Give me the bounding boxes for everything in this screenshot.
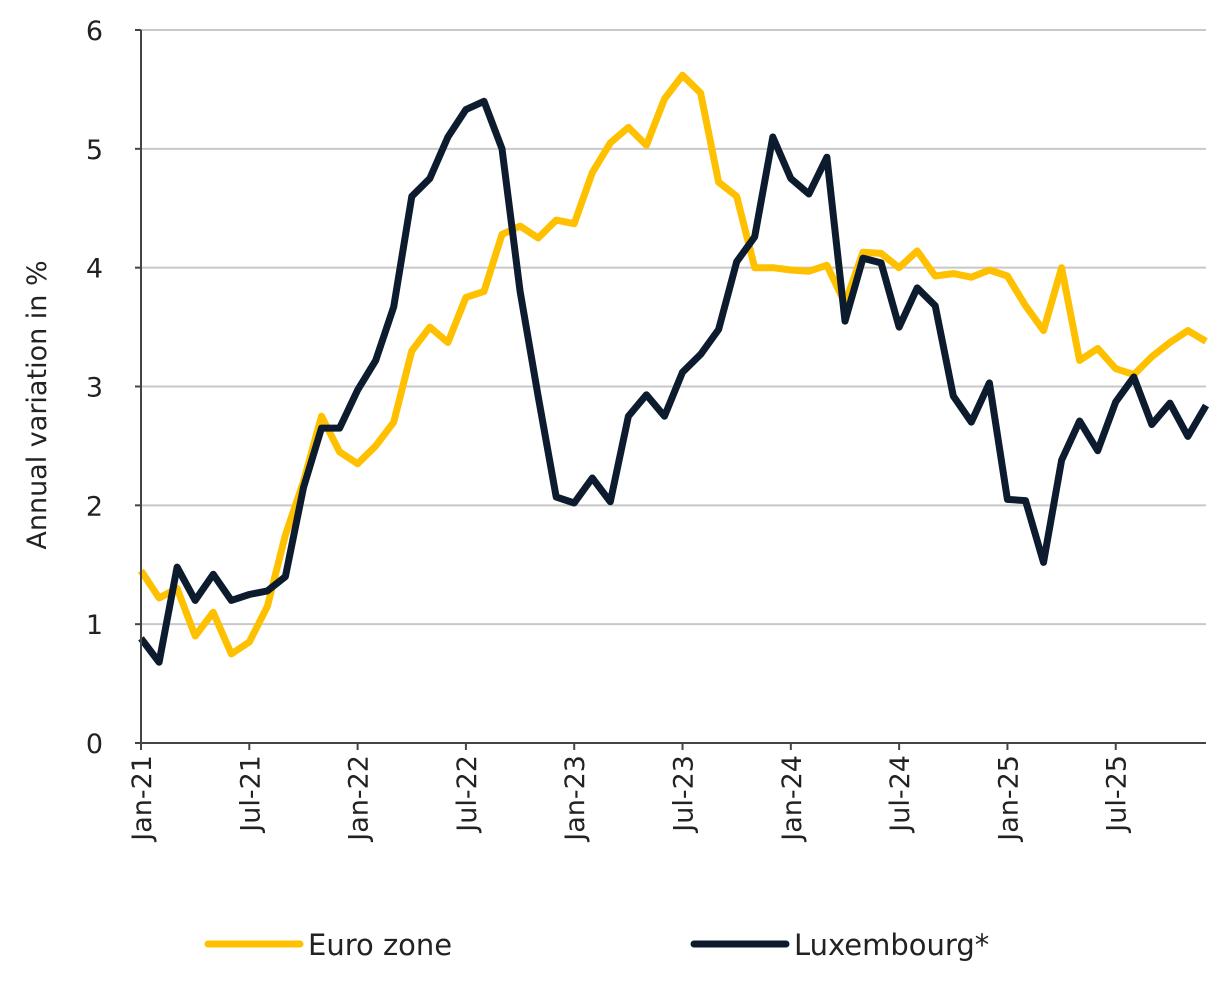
series-line-euro-zone <box>138 71 1208 658</box>
x-tick-label: Jul-25 <box>1102 755 1133 834</box>
y-tick-label: 6 <box>86 16 103 47</box>
y-tick-label: 5 <box>86 135 103 166</box>
series-line-luxembourg <box>138 97 1210 666</box>
y-axis-ticks: 0 1 2 3 4 5 6 <box>86 16 141 760</box>
y-tick-label: 3 <box>86 373 103 404</box>
x-tick-label: Jan-22 <box>344 755 375 843</box>
x-tick-label: Jan-25 <box>993 755 1024 843</box>
series-lines <box>138 71 1210 666</box>
y-tick-label: 1 <box>86 610 103 641</box>
x-tick-label: Jan-21 <box>127 755 158 843</box>
legend: Euro zone Luxembourg* <box>204 928 989 962</box>
x-axis-ticks: Jan-21 Jul-21 Jan-22 Jul-22 Jan-23 Jul-23 Jan-… <box>127 743 1133 843</box>
y-tick-label: 0 <box>86 729 103 760</box>
legend-label-euro-zone: Euro zone <box>308 928 452 962</box>
x-tick-label: Jul-23 <box>669 755 700 834</box>
legend-label-luxembourg: Luxembourg* <box>794 928 989 962</box>
axes <box>140 30 1206 744</box>
x-tick-label: Jul-21 <box>235 755 266 834</box>
y-tick-label: 4 <box>86 254 103 285</box>
y-axis-label: Annual variation in % <box>22 260 53 549</box>
x-tick-label: Jul-22 <box>452 755 483 834</box>
x-tick-label: Jan-23 <box>560 755 591 843</box>
x-tick-label: Jan-24 <box>777 755 808 843</box>
y-tick-label: 2 <box>86 491 103 522</box>
x-tick-label: Jul-24 <box>885 755 916 834</box>
